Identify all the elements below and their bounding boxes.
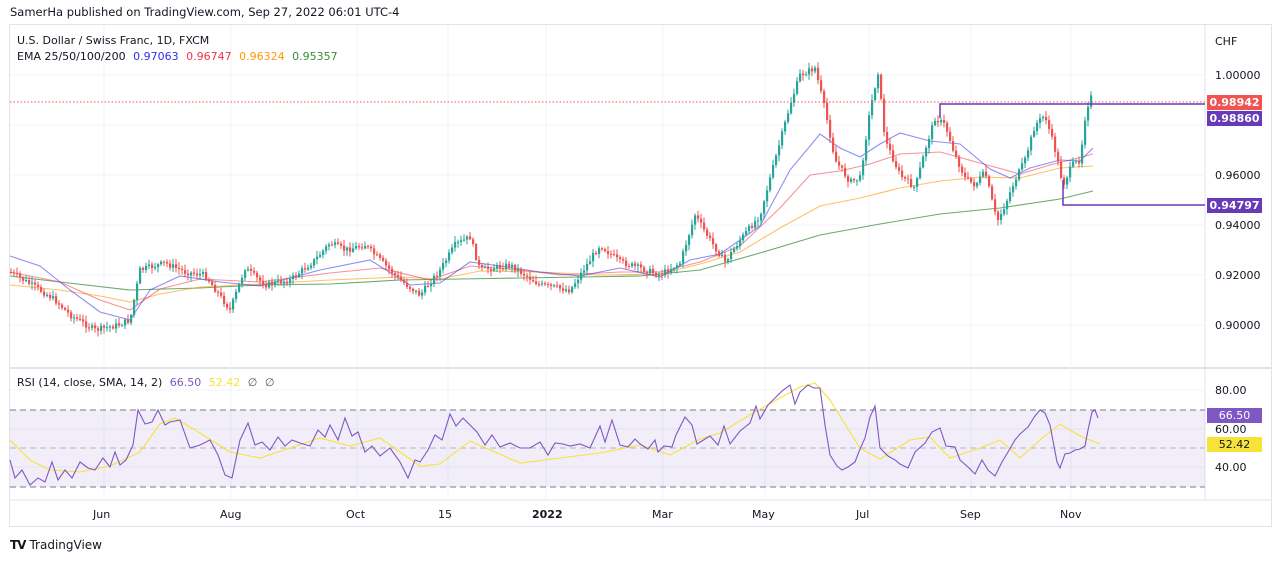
price-tick: 0.96000 [1215,169,1261,182]
time-tick: May [752,508,775,521]
price-tick: 0.92000 [1215,269,1261,282]
ema-25-value: 0.97063 [133,50,179,63]
price-axis-currency: CHF [1215,35,1237,48]
time-tick: Jun [92,508,110,521]
resistance-line-tag: 0.98860 [1207,111,1262,126]
time-tick: Jul [855,508,869,521]
ema-label: EMA 25/50/100/200 [17,50,126,63]
horizontal-gridlines [10,74,1205,468]
time-tick: Nov [1060,508,1082,521]
rsi-value-tag: 66.50 [1207,408,1262,423]
ema-legend[interactable]: EMA 25/50/100/200 0.97063 0.96747 0.9632… [17,49,342,65]
rsi-tick: 60.00 [1215,423,1247,436]
time-tick: Oct [346,508,366,521]
rsi-tick: 80.00 [1215,384,1247,397]
ema-50-value: 0.96747 [186,50,232,63]
rsi-sma-value: 52.42 [208,376,241,389]
tradingview-mark-icon: TV [10,538,27,552]
time-tick: 15 [438,508,452,521]
ema-100-line [9,165,1094,303]
time-tick: Aug [220,508,241,521]
price-axis[interactable]: CHF 1.00000 0.96000 0.94000 0.92000 0.90… [1215,35,1261,332]
rsi-extra-value: ∅ [247,376,258,389]
rsi-axis[interactable]: 80.00 60.00 40.00 [1215,384,1247,474]
rsi-tick: 40.00 [1215,461,1247,474]
time-tick: Sep [960,508,981,521]
ema-25-line [9,132,1094,321]
rsi-extra-value: ∅ [264,376,275,389]
publisher-line: SamerHa published on TradingView.com, Se… [10,5,400,19]
time-tick: Mar [652,508,673,521]
support-line-tag: 0.94797 [1207,198,1262,213]
rsi-label: RSI (14, close, SMA, 14, 2) [17,376,163,389]
main-legend[interactable]: U.S. Dollar / Swiss Franc, 1D, FXCM EMA … [17,33,342,65]
resistance-line[interactable] [939,103,1205,118]
rsi-sma-tag: 52.42 [1207,437,1262,452]
time-tick-year: 2022 [532,508,563,521]
rsi-value: 66.50 [169,376,202,389]
ema-200-value: 0.95357 [292,50,338,63]
ema-100-value: 0.96324 [239,50,285,63]
time-axis[interactable]: Jun Aug Oct 15 2022 Mar May Jul Sep Nov [92,508,1082,521]
rsi-legend[interactable]: RSI (14, close, SMA, 14, 2) 66.50 52.42 … [17,376,278,389]
price-tick: 0.94000 [1215,219,1261,232]
price-tick: 1.00000 [1215,69,1261,82]
price-candles [10,62,1093,337]
rsi-line [9,384,1099,486]
chart-frame [9,24,1272,527]
support-line[interactable] [1062,180,1205,206]
tradingview-brand: TradingView [29,538,102,552]
price-tick: 0.90000 [1215,319,1261,332]
rsi-sma-line [9,382,1101,473]
tradingview-logo[interactable]: TV TradingView [10,538,102,552]
symbol-title: U.S. Dollar / Swiss Franc, 1D, FXCM [17,34,210,47]
last-price-tag: 0.98942 [1207,95,1262,110]
